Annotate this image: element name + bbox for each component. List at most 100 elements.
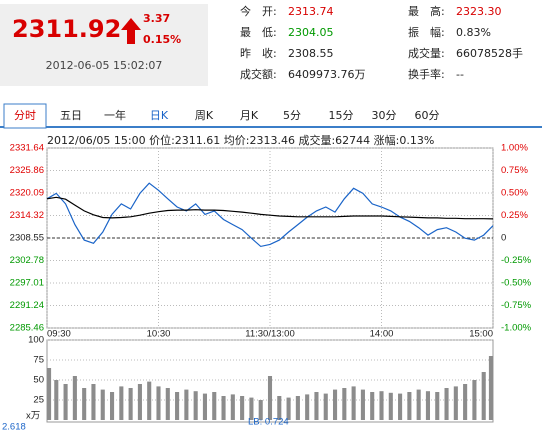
volume-bar	[175, 392, 180, 420]
volume-bar	[295, 396, 300, 420]
x-tick-label: 09:30	[47, 329, 71, 340]
volume-bar	[453, 386, 458, 420]
volume-bar	[119, 386, 124, 420]
y-tick-label: 25	[33, 395, 44, 406]
volume-bar	[416, 389, 421, 420]
stat-value: 2308.55	[288, 47, 334, 60]
volume-bar	[398, 393, 403, 420]
stat-label: 今 开:	[240, 4, 277, 18]
tab[interactable]: 30分	[372, 109, 397, 122]
stat-label: 最 低:	[240, 26, 277, 39]
stat-value: 2313.74	[288, 5, 334, 18]
y2-tick-label: 0	[501, 233, 506, 244]
tab[interactable]: 一年	[104, 108, 126, 122]
y2-tick-label: -0.50%	[501, 278, 532, 289]
volume-bar	[184, 389, 189, 420]
volume-bar	[212, 392, 217, 420]
volume-bar	[156, 386, 161, 420]
y-tick-label: 2297.01	[10, 277, 44, 288]
quote-box	[0, 4, 208, 86]
volume-bar	[472, 380, 477, 420]
volume-bar	[323, 393, 328, 420]
y2-tick-label: 0.50%	[501, 188, 528, 199]
tab[interactable]: 分时	[14, 109, 36, 122]
volume-bar	[72, 376, 77, 420]
info-bar: 2012/06/05 15:00 价位:2311.61 均价:2313.46 成…	[47, 133, 434, 147]
y-tick-label: 2308.55	[10, 233, 44, 244]
stat-label: 最 高:	[408, 4, 445, 18]
volume-bar	[360, 389, 365, 420]
volume-unit: x万	[26, 411, 40, 422]
y-tick-label: 2325.86	[10, 165, 44, 176]
stat-label: 成交额:	[240, 67, 277, 81]
price-line	[46, 182, 494, 248]
up-arrow	[121, 18, 141, 44]
y2-tick-label: 0.25%	[501, 210, 528, 221]
price-line	[46, 196, 494, 220]
volume-bar	[332, 389, 338, 420]
volume-bar	[82, 388, 87, 420]
y-tick-label: 2320.09	[10, 188, 44, 199]
y-tick-label: 2291.24	[10, 300, 44, 311]
quote-price: 2311.92	[12, 15, 121, 43]
stat-value: 6409973.76万	[288, 68, 365, 81]
x-tick-label: 11:30/13:00	[245, 329, 294, 340]
y-tick-label: 75	[33, 355, 44, 366]
volume-annotation: LB: 0.724	[248, 417, 289, 428]
tab[interactable]: 60分	[415, 109, 440, 122]
volume-bar	[240, 396, 245, 420]
tab[interactable]: 月K	[240, 109, 259, 122]
y-tick-label: 50	[33, 375, 44, 386]
volume-bar	[342, 388, 347, 420]
stat-value: --	[456, 68, 464, 81]
volume-bar	[202, 393, 208, 420]
volume-bar	[463, 384, 468, 420]
stat-label: 昨 收:	[240, 46, 277, 60]
volume-bar	[370, 392, 375, 420]
volume-bar	[388, 392, 393, 420]
tab[interactable]: 15分	[329, 109, 354, 122]
volume-bar	[63, 384, 68, 420]
x-tick-label: 14:00	[370, 329, 394, 340]
volume-bar	[47, 368, 52, 420]
volume-bar	[258, 400, 263, 420]
tab-selected-box	[3, 103, 47, 129]
stat-value: 0.83%	[456, 26, 491, 39]
volume-bar	[249, 397, 254, 420]
stat-label: 振 幅:	[408, 25, 445, 39]
y2-tick-label: -0.25%	[501, 255, 532, 266]
volume-bar	[54, 380, 59, 420]
volume-bar	[305, 394, 310, 420]
volume-bar	[137, 384, 142, 420]
quote-change-pct: 0.15%	[143, 33, 181, 46]
volume-bar	[425, 391, 431, 420]
y2-tick-label: 0.75%	[501, 165, 528, 176]
volume-bar	[221, 396, 226, 420]
tab[interactable]: 5分	[283, 109, 301, 122]
stat-label: 换手率:	[408, 67, 445, 81]
y-tick-label: 2331.64	[10, 143, 44, 154]
y2-tick-label: -0.75%	[501, 300, 532, 311]
y-tick-label: 2314.32	[10, 210, 44, 221]
volume-bar	[147, 381, 152, 420]
volume-bar	[444, 388, 449, 420]
volume-bar	[109, 392, 115, 420]
tab[interactable]: 五日	[60, 109, 82, 122]
volume-scale: 2.618	[2, 422, 26, 433]
stat-label: 成交量:	[408, 46, 445, 60]
volume-bar	[407, 392, 412, 420]
y-tick-label: 100	[28, 335, 44, 346]
x-tick-label: 15:00	[469, 329, 493, 340]
volume-bar	[435, 392, 440, 420]
volume-bar	[286, 397, 291, 420]
tab[interactable]: 日K	[150, 109, 169, 122]
stat-value: 66078528手	[456, 46, 523, 60]
volume-bar	[481, 372, 486, 420]
tab[interactable]: 周K	[195, 109, 214, 122]
volume-bar	[100, 389, 105, 420]
quote-time: 2012-06-05 15:02:07	[46, 59, 163, 72]
volume-bar	[128, 388, 133, 420]
volume-bar	[165, 388, 170, 420]
quote-change: 3.37	[143, 12, 170, 25]
